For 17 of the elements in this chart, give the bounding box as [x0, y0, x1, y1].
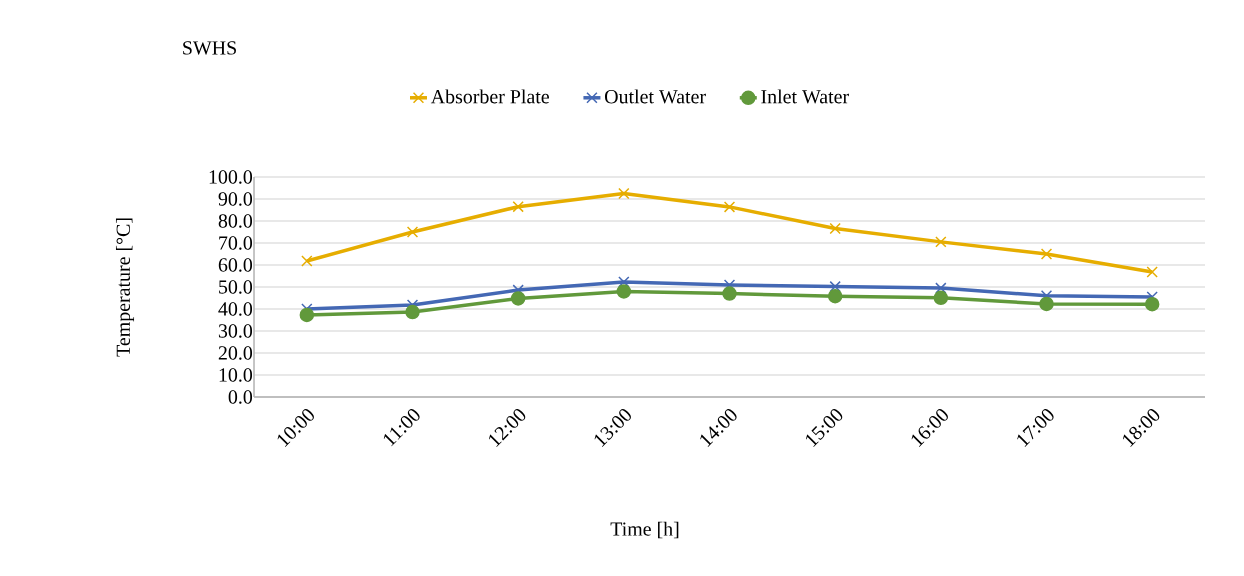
y-tick-label: 40.0 — [218, 302, 253, 316]
legend-label: Absorber Plate — [430, 89, 549, 104]
y-tick-label: 70.0 — [219, 236, 253, 250]
y-tick-label: 90.0 — [218, 192, 253, 206]
y-tick-label: 50.0 — [219, 280, 253, 294]
y-tick-label: 100.0 — [209, 170, 253, 184]
legend-label: Outlet Water — [605, 89, 706, 104]
y-tick-label: 60.0 — [218, 258, 253, 272]
y-tick-label: 80.0 — [218, 214, 253, 228]
y-tick-label: 0.0 — [228, 390, 253, 404]
y-axis-title: Temperature [°C] — [115, 218, 135, 357]
legend-label: Inlet Water — [761, 89, 849, 104]
chart-title: SWHS — [183, 41, 236, 55]
y-tick-label: 30.0 — [218, 324, 253, 338]
x-axis-title: Time [h] — [610, 521, 679, 539]
y-tick-label: 20.0 — [218, 346, 253, 360]
y-tick-label: 10.0 — [219, 368, 253, 382]
